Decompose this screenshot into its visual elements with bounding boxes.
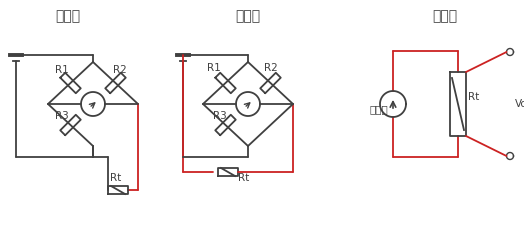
Text: 二线制: 二线制 bbox=[56, 9, 81, 23]
Text: R2: R2 bbox=[113, 65, 127, 75]
Text: 恒流源: 恒流源 bbox=[370, 104, 389, 114]
Text: Vout: Vout bbox=[515, 99, 524, 109]
Text: R3: R3 bbox=[213, 111, 227, 121]
Text: Rt: Rt bbox=[238, 173, 249, 183]
Text: 四线制: 四线制 bbox=[432, 9, 457, 23]
Text: 三线制: 三线制 bbox=[235, 9, 260, 23]
Text: R2: R2 bbox=[264, 63, 278, 73]
Text: R3: R3 bbox=[55, 111, 69, 121]
Text: Rt: Rt bbox=[468, 92, 479, 102]
Text: Rt: Rt bbox=[110, 173, 121, 183]
Text: R1: R1 bbox=[55, 65, 69, 75]
Text: R1: R1 bbox=[207, 63, 221, 73]
